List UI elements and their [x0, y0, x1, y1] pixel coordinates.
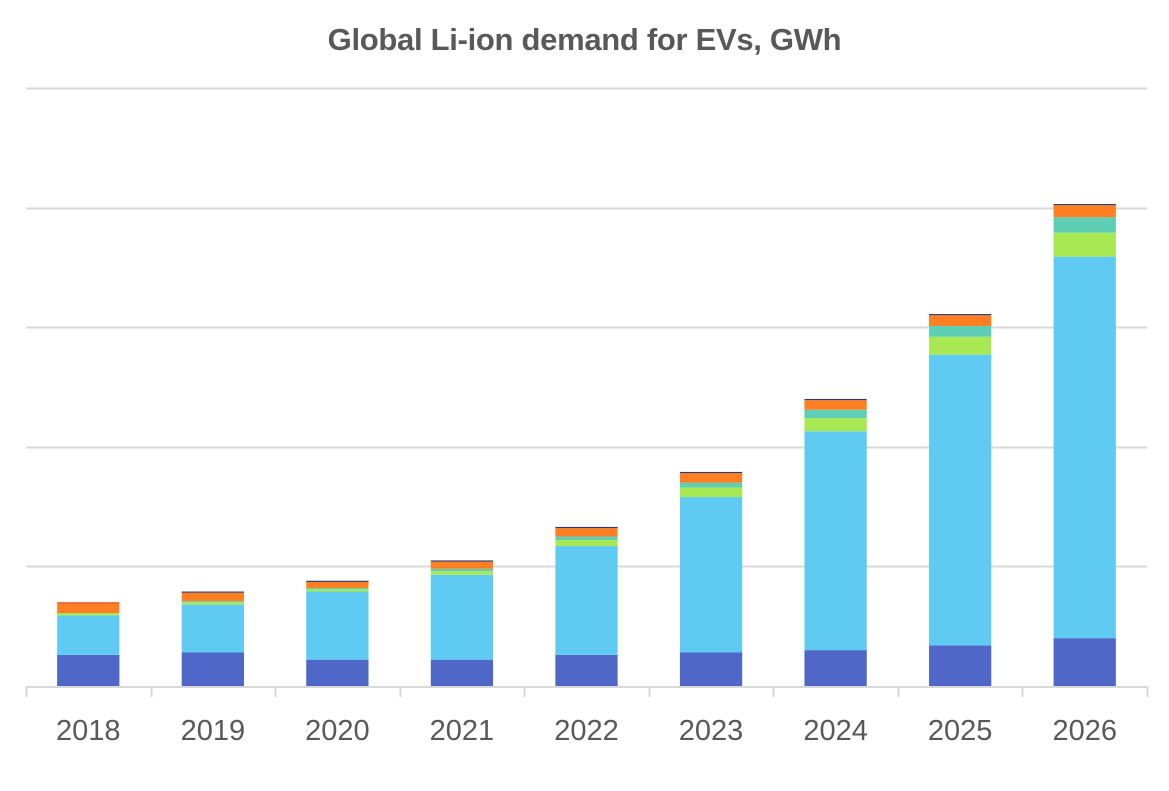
- bar-segment-series-4: [555, 536, 618, 541]
- bar-segment-series-1: [555, 654, 618, 686]
- bar-segment-series-2: [181, 604, 244, 653]
- bar-segment-series-3: [555, 540, 618, 547]
- bars: [57, 204, 1116, 686]
- bar-segment-series-3: [306, 589, 369, 592]
- bar-segment-series-5: [929, 315, 992, 326]
- bar-segment-series-3: [804, 418, 867, 432]
- bar-segment-series-5: [430, 561, 494, 569]
- bar-segment-series-2: [679, 497, 743, 653]
- x-tick-label: 2022: [554, 715, 619, 747]
- bar-segment-series-3: [430, 571, 494, 575]
- x-tick-label: 2026: [1052, 715, 1117, 747]
- bar-segment-series-2: [57, 615, 120, 655]
- bar-segment-series-5: [555, 528, 618, 537]
- bar-stack-2025: [929, 314, 992, 686]
- x-tick-label: 2018: [56, 715, 121, 747]
- bar-segment-series-5: [57, 603, 120, 614]
- bar-segment-series-6: [679, 471, 743, 474]
- chart-title: Global Li-ion demand for EVs, GWh: [327, 22, 842, 57]
- bar-segment-series-1: [181, 652, 244, 686]
- bar-segment-series-1: [306, 659, 369, 686]
- bar-segment-series-4: [181, 601, 244, 603]
- bar-stack-2022: [555, 526, 618, 686]
- bar-segment-series-2: [430, 574, 494, 660]
- bar-segment-series-1: [804, 650, 867, 686]
- bar-segment-series-5: [306, 581, 369, 588]
- bar-stack-2018: [57, 602, 120, 686]
- bar-segment-series-1: [929, 645, 992, 686]
- bar-segment-series-6: [306, 580, 369, 582]
- bar-segment-series-2: [306, 591, 369, 660]
- bar-segment-series-1: [1053, 638, 1116, 686]
- bar-segment-series-4: [804, 409, 867, 419]
- bar-segment-series-3: [929, 336, 992, 355]
- bar-segment-series-5: [804, 400, 867, 410]
- bar-segment-series-3: [1053, 232, 1116, 257]
- bar-segment-series-6: [430, 560, 494, 562]
- bar-stack-2026: [1053, 204, 1116, 686]
- bar-stack-2023: [679, 471, 743, 686]
- bar-segment-series-2: [1053, 256, 1116, 639]
- bar-segment-series-5: [1053, 205, 1116, 218]
- bar-stack-2021: [430, 560, 494, 686]
- bar-segment-series-4: [679, 482, 743, 488]
- bar-segment-series-4: [1053, 217, 1116, 233]
- bar-segment-series-2: [804, 431, 867, 651]
- bar-segment-series-3: [57, 613, 120, 616]
- x-tick-label: 2023: [679, 715, 744, 747]
- bar-segment-series-6: [555, 526, 618, 529]
- bar-segment-series-1: [430, 659, 494, 686]
- bar-stack-2019: [181, 591, 244, 686]
- bar-segment-series-5: [679, 473, 743, 483]
- bar-segment-series-6: [929, 314, 992, 316]
- bar-segment-series-4: [929, 326, 992, 337]
- bar-segment-series-5: [181, 592, 244, 602]
- bar-segment-series-2: [555, 546, 618, 655]
- bar-segment-series-6: [181, 591, 244, 593]
- bar-segment-series-6: [57, 602, 120, 604]
- x-tick-label: 2019: [181, 715, 246, 747]
- bar-segment-series-2: [929, 354, 992, 646]
- x-tick-label: 2021: [430, 715, 495, 747]
- bar-stack-2020: [306, 580, 369, 686]
- bar-segment-series-6: [1053, 204, 1116, 206]
- bar-segment-series-1: [679, 652, 743, 686]
- bar-segment-series-6: [804, 398, 867, 401]
- bar-segment-series-4: [430, 568, 494, 572]
- x-tick-label: 2020: [305, 715, 370, 747]
- bar-segment-series-1: [57, 654, 120, 686]
- x-tick-label: 2025: [928, 715, 993, 747]
- x-tick-label: 2024: [803, 715, 868, 747]
- bar-segment-series-4: [306, 587, 369, 590]
- x-axis: [25, 686, 1149, 697]
- bar-stack-2024: [804, 398, 867, 686]
- bar-segment-series-3: [679, 487, 743, 498]
- bar-segment-series-3: [181, 602, 244, 605]
- x-tick-labels: 2018 2019 2020 2021 2022 2023 2024 2025 2026: [56, 715, 1117, 747]
